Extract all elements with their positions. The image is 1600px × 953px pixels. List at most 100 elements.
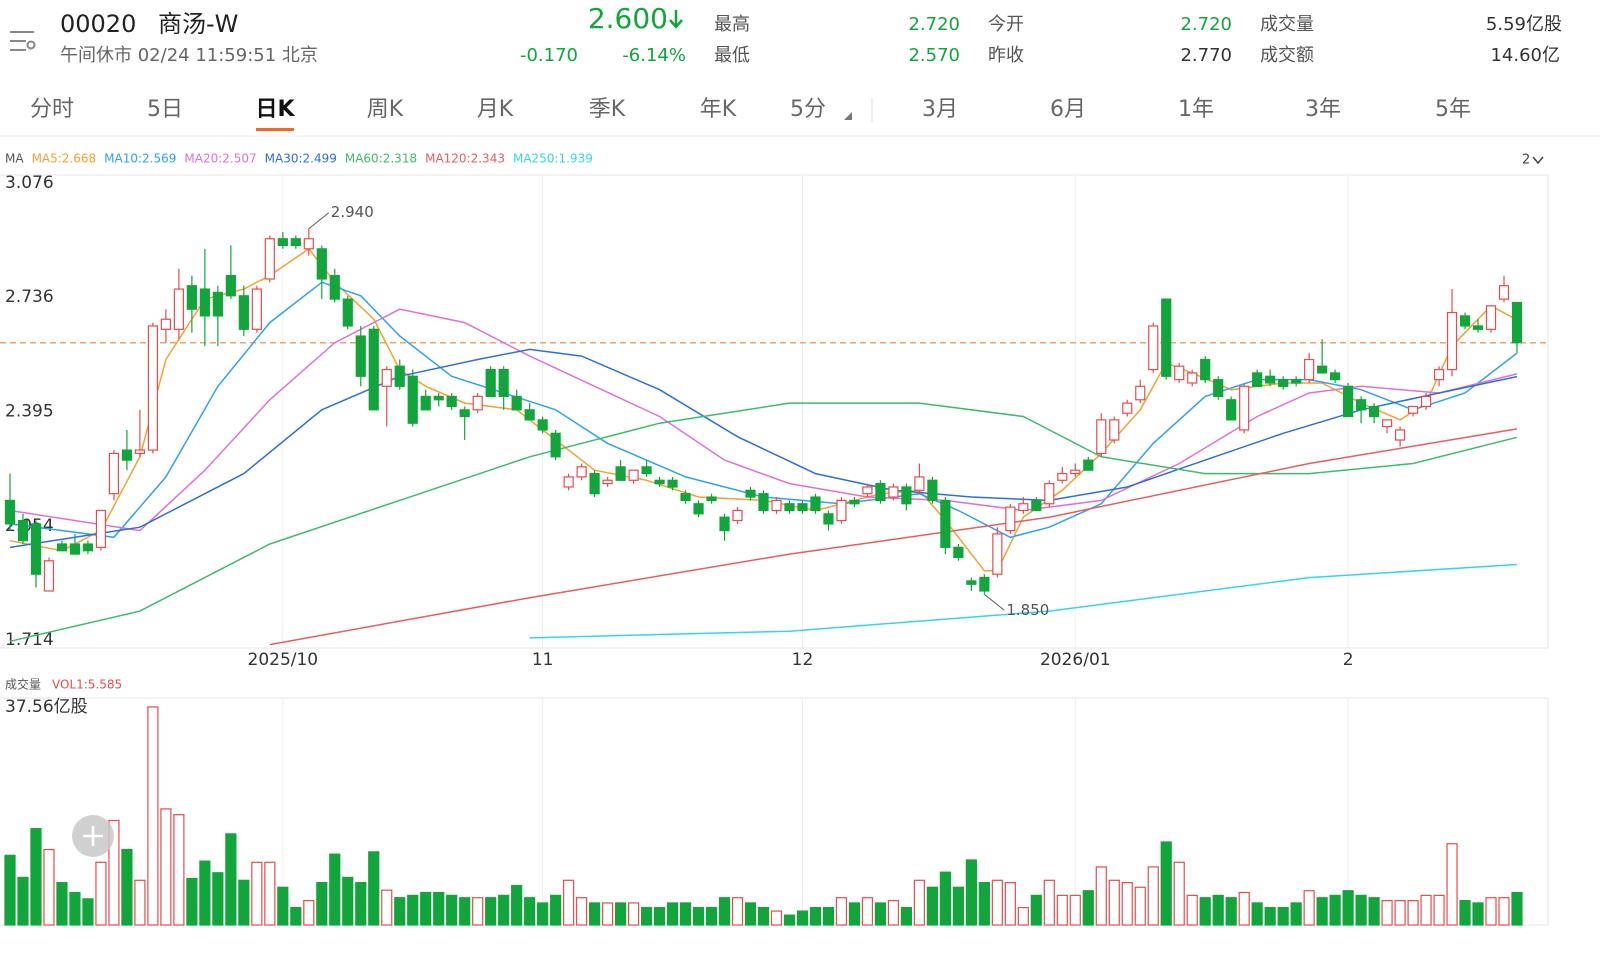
volume-bar bbox=[1082, 890, 1094, 926]
tab[interactable]: 5日 bbox=[147, 97, 183, 122]
layout-chevron[interactable] bbox=[1532, 156, 1544, 165]
legend-entry: MA30:2.499 bbox=[265, 152, 337, 166]
tab[interactable]: 6月 bbox=[1050, 97, 1086, 122]
candle-body bbox=[1420, 395, 1432, 408]
volume-bar bbox=[511, 884, 523, 926]
candle-body bbox=[121, 449, 133, 461]
volume-bar bbox=[82, 898, 94, 926]
tab[interactable]: 5分 bbox=[790, 97, 826, 122]
candle-body bbox=[1083, 459, 1094, 471]
volume-bar bbox=[1238, 891, 1250, 926]
candle-body bbox=[940, 499, 951, 548]
menu-icon[interactable] bbox=[10, 31, 36, 51]
volume-bar bbox=[1017, 906, 1029, 926]
volume-bar bbox=[1121, 882, 1133, 926]
volume-bar bbox=[978, 882, 990, 926]
volume-bar bbox=[926, 886, 938, 926]
volume-bar bbox=[472, 897, 484, 926]
candle-body bbox=[628, 469, 639, 481]
candle-body bbox=[251, 288, 262, 330]
candle-body bbox=[212, 291, 223, 317]
legend-entry: MA10:2.569 bbox=[104, 152, 176, 166]
volume-bar bbox=[1069, 894, 1081, 926]
candle-chart: MA MA5:2.668 MA10:2.569 MA20:2.507 MA30:2.49… bbox=[0, 152, 1548, 670]
volume-bar bbox=[1199, 897, 1211, 926]
candle-body bbox=[69, 543, 81, 555]
candle-body bbox=[433, 395, 444, 401]
tab[interactable]: 3年 bbox=[1305, 97, 1341, 122]
volume-bar bbox=[212, 872, 224, 926]
candle-body bbox=[1109, 419, 1120, 441]
candle-body bbox=[667, 479, 678, 488]
volume-bar bbox=[770, 910, 783, 926]
volume-bar bbox=[108, 819, 120, 926]
tab[interactable]: 年K bbox=[700, 97, 737, 122]
volume-bar bbox=[718, 897, 731, 926]
stat-value: 2.770 bbox=[1180, 45, 1232, 66]
candle-body bbox=[1239, 385, 1250, 431]
candle-body bbox=[147, 325, 159, 451]
y-tick-label: 2.395 bbox=[5, 402, 54, 422]
candle-body bbox=[1433, 368, 1445, 381]
down-arrow bbox=[669, 10, 683, 29]
candle-body bbox=[186, 285, 197, 310]
volume-bar bbox=[822, 906, 835, 926]
candle-body bbox=[225, 275, 236, 297]
volume-bar bbox=[17, 876, 29, 926]
volume-bar bbox=[1277, 906, 1289, 926]
candle-body bbox=[1485, 305, 1497, 330]
volume-bar bbox=[1485, 897, 1497, 926]
layout-label[interactable]: 2 bbox=[1522, 153, 1530, 168]
volume-bar bbox=[56, 882, 68, 926]
volume-bar bbox=[316, 882, 328, 926]
volume-bar bbox=[913, 879, 925, 926]
zoom-button[interactable] bbox=[72, 815, 114, 857]
volume-bar bbox=[887, 900, 900, 926]
candle-body bbox=[446, 395, 457, 408]
volume-bar bbox=[744, 902, 757, 926]
stat-label: 今开 bbox=[988, 14, 1024, 35]
annotation-leader bbox=[984, 593, 1005, 611]
stat-value: 2.720 bbox=[908, 14, 960, 35]
volume-bar bbox=[43, 848, 55, 926]
candle-body bbox=[1213, 379, 1224, 398]
volume-bar bbox=[1316, 897, 1328, 926]
candle-body bbox=[550, 432, 561, 458]
candle-body bbox=[563, 476, 574, 488]
volume-bar bbox=[355, 882, 367, 926]
tab[interactable]: 月K bbox=[477, 97, 514, 122]
tab[interactable]: 季K bbox=[589, 97, 626, 122]
candle-body bbox=[1148, 325, 1159, 371]
candle-body bbox=[1252, 372, 1263, 387]
ma-line bbox=[9, 308, 1518, 532]
ma-line bbox=[9, 402, 1518, 643]
tab[interactable]: 5年 bbox=[1435, 97, 1471, 122]
candle-body bbox=[1031, 499, 1042, 512]
tab[interactable]: 周K bbox=[367, 97, 404, 122]
candle-body bbox=[1446, 311, 1458, 371]
candle-body bbox=[303, 238, 314, 250]
tab[interactable]: 1年 bbox=[1178, 97, 1214, 122]
volume-bar bbox=[1264, 906, 1276, 926]
price-change: -0.170 bbox=[520, 45, 578, 66]
tab[interactable]: 日K bbox=[255, 97, 295, 122]
volume-bar bbox=[602, 902, 614, 926]
volume-bar bbox=[1004, 882, 1016, 926]
candle-body bbox=[134, 449, 146, 455]
tab[interactable]: 分时 bbox=[30, 97, 74, 122]
candle-body bbox=[1459, 315, 1471, 327]
volume-bar bbox=[1459, 900, 1471, 926]
candle-body bbox=[1343, 385, 1354, 418]
legend-entry: MA20:2.507 bbox=[184, 152, 256, 166]
volume-bar bbox=[4, 854, 16, 926]
y-tick-label: 37.56亿股 bbox=[5, 697, 88, 717]
tab[interactable]: 3月 bbox=[922, 97, 958, 122]
volume-bar bbox=[835, 897, 848, 926]
volume-bar bbox=[1303, 890, 1315, 926]
candle-body bbox=[1096, 419, 1107, 455]
candle-body bbox=[680, 493, 691, 501]
volume-bar bbox=[550, 894, 562, 926]
candle-body bbox=[953, 546, 964, 559]
stat-label: 成交额 bbox=[1260, 45, 1314, 66]
